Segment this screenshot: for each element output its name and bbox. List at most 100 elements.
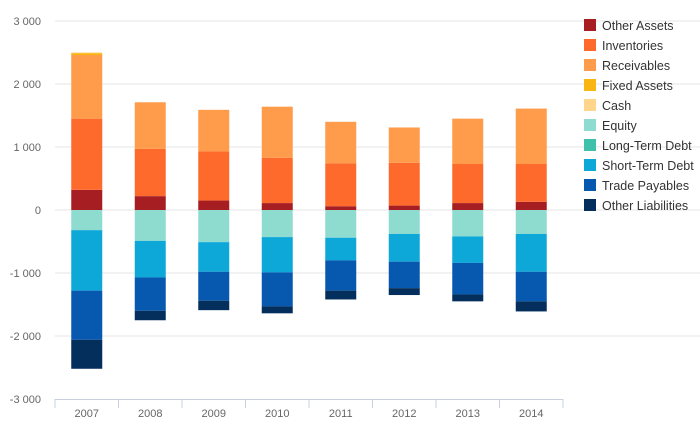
bar-segment-inventories-2011[interactable] (325, 163, 357, 207)
bar-segment-inventories-2009[interactable] (198, 151, 230, 201)
bar-segment-other-liabilities-2012[interactable] (388, 288, 420, 296)
legend-item-other-assets[interactable]: Other Assets (584, 19, 674, 33)
legend-label: Trade Payables (602, 179, 689, 193)
bar-segment-inventories-2013[interactable] (452, 164, 484, 204)
y-tick-label: 3 000 (13, 16, 41, 28)
legend-label: Cash (602, 99, 631, 113)
bar-segment-equity-2011[interactable] (325, 210, 357, 238)
bar-segment-short-term-debt-2010[interactable] (261, 237, 293, 273)
bar-segment-other-assets-2011[interactable] (325, 206, 357, 210)
y-tick-label: -1 000 (10, 268, 41, 280)
bar-segment-equity-2013[interactable] (452, 210, 484, 237)
legend-label: Equity (602, 119, 637, 133)
bar-segment-short-term-debt-2012[interactable] (388, 233, 420, 262)
bar-segment-other-assets-2007[interactable] (71, 189, 103, 210)
y-tick-label: 2 000 (13, 79, 41, 91)
legend-swatch (584, 179, 596, 191)
legend-label: Long-Term Debt (602, 139, 692, 153)
bar-segment-other-assets-2010[interactable] (261, 203, 293, 210)
bar-segment-inventories-2007[interactable] (71, 118, 103, 190)
legend-item-fixed-assets[interactable]: Fixed Assets (584, 79, 673, 93)
bar-segment-other-liabilities-2013[interactable] (452, 294, 484, 302)
bar-segment-inventories-2012[interactable] (388, 162, 420, 206)
bar-segment-short-term-debt-2009[interactable] (198, 242, 230, 272)
y-tick-label: 1 000 (13, 142, 41, 154)
bar-segment-other-liabilities-2008[interactable] (134, 310, 166, 321)
bar-segment-equity-2014[interactable] (515, 210, 547, 234)
bar-segment-receivables-2008[interactable] (134, 102, 166, 149)
legend-item-inventories[interactable]: Inventories (584, 39, 663, 53)
bar-segment-trade-payables-2013[interactable] (452, 262, 484, 295)
bar-segment-other-liabilities-2007[interactable] (71, 339, 103, 369)
bar-segment-other-liabilities-2014[interactable] (515, 301, 547, 312)
bar-segment-other-liabilities-2009[interactable] (198, 300, 230, 311)
bar-segment-receivables-2007[interactable] (71, 55, 103, 119)
bar-segment-equity-2012[interactable] (388, 210, 420, 234)
x-tick-label: 2008 (138, 408, 162, 420)
bar-segment-short-term-debt-2007[interactable] (71, 230, 103, 291)
bar-segment-trade-payables-2012[interactable] (388, 261, 420, 289)
legend-label: Other Liabilities (602, 199, 688, 213)
legend-item-equity[interactable]: Equity (584, 119, 637, 133)
bar-segment-equity-2009[interactable] (198, 210, 230, 243)
legend-swatch (584, 79, 596, 91)
bar-segment-receivables-2010[interactable] (261, 106, 293, 158)
bar-segment-other-liabilities-2011[interactable] (325, 290, 357, 300)
bar-segment-inventories-2014[interactable] (515, 164, 547, 202)
bar-segment-inventories-2010[interactable] (261, 157, 293, 204)
bar-segment-other-assets-2012[interactable] (388, 205, 420, 210)
legend-item-other-liabilities[interactable]: Other Liabilities (584, 199, 688, 213)
bar-segment-equity-2008[interactable] (134, 210, 166, 241)
bar-segment-receivables-2014[interactable] (515, 108, 547, 165)
bar-segment-trade-payables-2014[interactable] (515, 271, 547, 302)
legend-item-receivables[interactable]: Receivables (584, 59, 670, 73)
bar-segment-receivables-2012[interactable] (388, 127, 420, 163)
bar-segment-receivables-2013[interactable] (452, 118, 484, 165)
bar-segment-other-assets-2008[interactable] (134, 196, 166, 210)
bar-segment-equity-2010[interactable] (261, 210, 293, 238)
bar-segment-short-term-debt-2011[interactable] (325, 237, 357, 261)
bar-segment-equity-2007[interactable] (71, 210, 103, 231)
bar-segment-trade-payables-2009[interactable] (198, 271, 230, 301)
bar-segment-other-liabilities-2010[interactable] (261, 306, 293, 314)
legend-swatch (584, 39, 596, 51)
legend-swatch (584, 139, 596, 151)
x-tick-label: 2011 (329, 408, 353, 420)
bar-segment-fixed-assets-2007[interactable] (71, 53, 103, 56)
bar-segment-trade-payables-2008[interactable] (134, 277, 166, 311)
bar-segment-receivables-2011[interactable] (325, 121, 357, 164)
legend-item-long-term-debt[interactable]: Long-Term Debt (584, 139, 692, 153)
bar-segment-other-assets-2014[interactable] (515, 201, 547, 210)
legend-label: Receivables (602, 59, 670, 73)
bar-segment-inventories-2008[interactable] (134, 148, 166, 197)
bar-segment-other-assets-2009[interactable] (198, 200, 230, 210)
x-tick-label: 2013 (456, 408, 480, 420)
axis-layer: -3 000 -2 000 -1 000 0 1 000 2 000 3 000 2007 20… (10, 16, 564, 420)
bar-segment-short-term-debt-2008[interactable] (134, 240, 166, 278)
bar-segment-trade-payables-2011[interactable] (325, 260, 357, 291)
x-tick-label: 2007 (75, 408, 99, 420)
bar-segment-cash-2007[interactable] (71, 52, 103, 54)
legend-label: Fixed Assets (602, 79, 673, 93)
legend-swatch (584, 119, 596, 131)
legend-label: Other Assets (602, 19, 674, 33)
legend-item-trade-payables[interactable]: Trade Payables (584, 179, 689, 193)
bar-segment-receivables-2009[interactable] (198, 109, 230, 152)
legend-swatch (584, 19, 596, 31)
legend-item-cash[interactable]: Cash (584, 99, 631, 113)
x-tick-label: 2009 (202, 408, 226, 420)
x-tick-label: 2014 (519, 408, 543, 420)
bar-segment-short-term-debt-2013[interactable] (452, 236, 484, 263)
y-tick-label: -3 000 (10, 394, 41, 406)
bar-segment-short-term-debt-2014[interactable] (515, 233, 547, 272)
legend-label: Inventories (602, 39, 663, 53)
bar-segment-trade-payables-2010[interactable] (261, 272, 293, 307)
legend-swatch (584, 159, 596, 171)
bar-layer (71, 52, 547, 369)
legend: Other Assets Inventories Receivables Fixed … (584, 19, 694, 213)
bar-segment-other-assets-2013[interactable] (452, 203, 484, 210)
y-tick-label: 0 (35, 205, 41, 217)
bar-segment-trade-payables-2007[interactable] (71, 290, 103, 340)
legend-item-short-term-debt[interactable]: Short-Term Debt (584, 159, 694, 173)
